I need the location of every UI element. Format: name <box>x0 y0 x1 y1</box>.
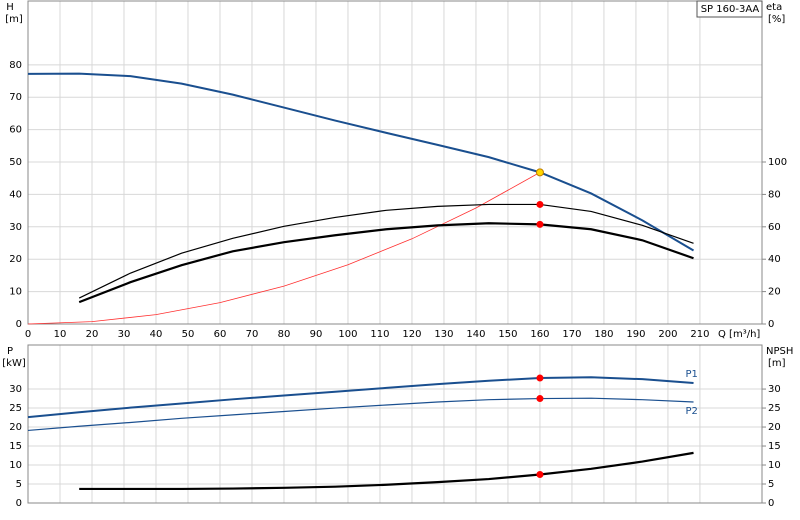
x-tick-label: 10 <box>54 329 67 340</box>
x-tick-label: 160 <box>530 329 549 340</box>
curve <box>27 397 694 432</box>
y2-tick-label: 80 <box>768 189 781 200</box>
y-tick-label: 30 <box>9 222 22 233</box>
point-marker <box>536 395 544 403</box>
x-axis-label: Q [m³/h] <box>718 329 760 340</box>
x-tick-label: 210 <box>690 329 709 340</box>
x-tick-label: 180 <box>594 329 613 340</box>
y-tick-label: 0 <box>16 319 22 330</box>
y-tick-label: 10 <box>9 287 22 298</box>
curve <box>78 222 694 304</box>
y-tick-label: 70 <box>9 92 22 103</box>
y-tick-label: 5 <box>16 479 22 490</box>
x-tick-label: 190 <box>626 329 645 340</box>
plot-frame <box>27 344 763 504</box>
x-tick-label: 100 <box>338 329 357 340</box>
curve <box>79 451 694 491</box>
y2-tick-label: 0 <box>768 498 774 509</box>
curve <box>27 172 541 325</box>
y-tick-label: 10 <box>9 460 22 471</box>
x-tick-label: 0 <box>25 329 31 340</box>
x-tick-label: 150 <box>498 329 517 340</box>
point-marker <box>535 168 544 177</box>
y2-tick-label: 0 <box>768 319 774 330</box>
y2-tick-label: 20 <box>768 422 781 433</box>
y-axis-label: H <box>6 2 14 13</box>
y-tick-label: 15 <box>9 441 22 452</box>
y-tick-label: 20 <box>9 422 22 433</box>
y2-axis-unit: [%] <box>768 14 785 25</box>
y2-tick-label: 60 <box>768 222 781 233</box>
y2-tick-label: 20 <box>768 287 781 298</box>
y-tick-label: 0 <box>16 498 22 509</box>
curve-label: P2 <box>686 406 698 417</box>
y-tick-label: 60 <box>9 125 22 136</box>
y2-axis-unit: [m] <box>768 358 786 369</box>
y-tick-label: 50 <box>9 157 22 168</box>
y-axis-unit: [kW] <box>2 358 26 369</box>
y-tick-label: 25 <box>9 403 22 414</box>
point-marker <box>536 200 544 208</box>
x-tick-label: 140 <box>466 329 485 340</box>
curve <box>27 376 694 419</box>
x-tick-label: 90 <box>310 329 323 340</box>
y-axis-label: P <box>7 346 13 357</box>
point-marker <box>536 471 544 479</box>
legend-label: SP 160-3AA <box>701 4 760 15</box>
y2-axis-label: eta <box>766 2 782 13</box>
x-tick-label: 110 <box>370 329 389 340</box>
x-tick-label: 60 <box>214 329 227 340</box>
y-tick-label: 80 <box>9 60 22 71</box>
point-marker <box>536 374 544 382</box>
y2-tick-label: 25 <box>768 403 781 414</box>
y-tick-label: 40 <box>9 189 22 200</box>
x-tick-label: 80 <box>278 329 291 340</box>
x-tick-label: 200 <box>658 329 677 340</box>
x-tick-label: 70 <box>246 329 259 340</box>
y2-tick-label: 5 <box>768 479 774 490</box>
y2-tick-label: 40 <box>768 254 781 265</box>
x-tick-label: 20 <box>86 329 99 340</box>
y2-tick-label: 100 <box>768 157 787 168</box>
y2-axis-label: NPSH <box>766 346 793 357</box>
curve <box>78 203 694 299</box>
x-tick-label: 120 <box>402 329 421 340</box>
x-tick-label: 50 <box>182 329 195 340</box>
y2-tick-label: 10 <box>768 460 781 471</box>
x-tick-label: 170 <box>562 329 581 340</box>
y2-tick-label: 15 <box>768 441 781 452</box>
y2-tick-label: 30 <box>768 384 781 395</box>
y-tick-label: 30 <box>9 384 22 395</box>
curve-label: P1 <box>686 369 698 380</box>
legend-box <box>696 0 763 18</box>
point-marker <box>536 220 544 228</box>
x-tick-label: 40 <box>150 329 163 340</box>
x-tick-label: 130 <box>434 329 453 340</box>
y-tick-label: 20 <box>9 254 22 265</box>
y-axis-unit: [m] <box>5 14 23 25</box>
x-tick-label: 30 <box>118 329 131 340</box>
curve <box>27 72 695 252</box>
